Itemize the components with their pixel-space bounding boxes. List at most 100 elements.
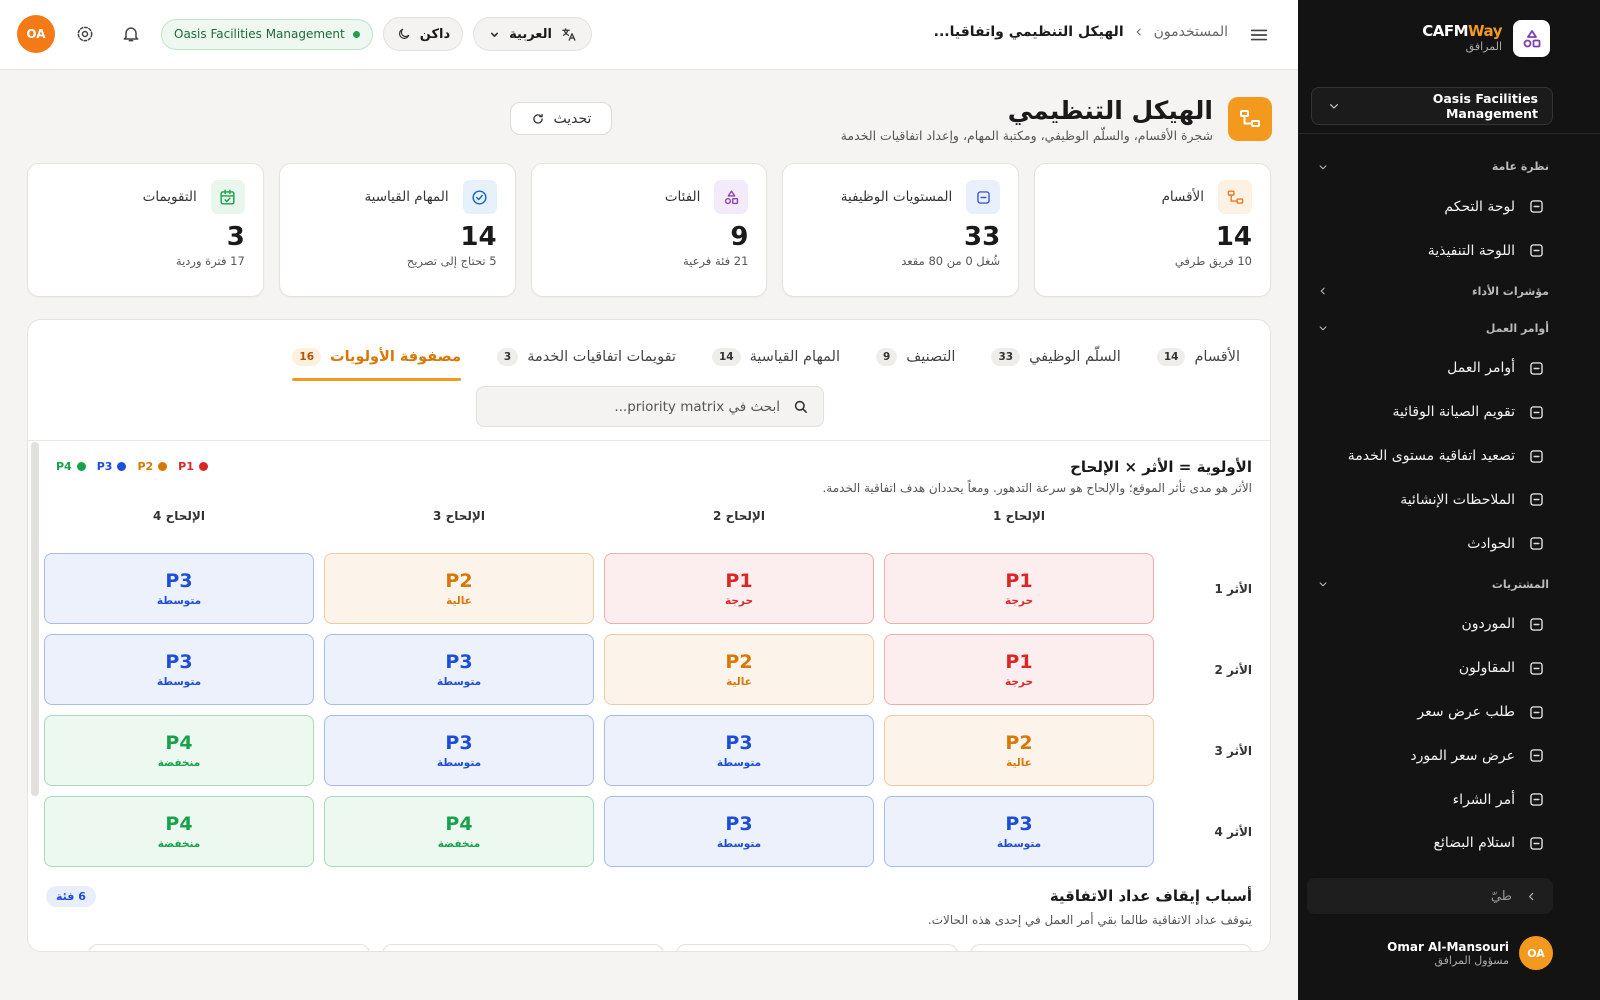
- cell-code: P3: [725, 813, 753, 835]
- matrix-cell: P1 حرجة: [884, 553, 1154, 624]
- theme-button[interactable]: داكن: [382, 17, 464, 51]
- refresh-button[interactable]: تحديث: [510, 102, 612, 135]
- notifications-button[interactable]: [121, 24, 141, 44]
- org-badge: Oasis Facilities Management: [161, 18, 373, 50]
- legend-item: P3: [97, 460, 127, 473]
- icon: [1530, 493, 1543, 507]
- tab[interactable]: تقويمات اتفاقيات الخدمة 3: [496, 335, 676, 379]
- pause-title: أسباب إيقاف عداد الاتفاقية: [1049, 887, 1252, 905]
- icon-part: [727, 189, 736, 197]
- icon: [1530, 837, 1543, 850]
- tab[interactable]: السلّم الوظيفي 33: [991, 335, 1121, 379]
- nav-label: عرض سعر المورد: [1410, 747, 1515, 764]
- breadcrumb-link[interactable]: المستخدمون: [1153, 24, 1228, 40]
- icon-part: [1530, 200, 1543, 214]
- tab-count: 14: [1156, 348, 1186, 366]
- pause-card: [970, 944, 1252, 951]
- org-selector[interactable]: Oasis Facilities Management: [1311, 87, 1553, 125]
- icon-part: [1319, 164, 1327, 169]
- tab[interactable]: المهام القياسية 14: [711, 335, 840, 379]
- icon: [724, 189, 739, 204]
- nav-item[interactable]: تصعيد اتفاقية مستوى الخدمة: [1298, 434, 1600, 478]
- icon: [1530, 406, 1543, 419]
- nav-label: استلام البضائع: [1433, 835, 1515, 852]
- matrix-heading: الأولوية = الأثر × الإلحاح الأثر هو مدى ت…: [822, 458, 1252, 495]
- icon-part: [562, 27, 576, 41]
- search-box[interactable]: ابحث في priority matrix...: [476, 386, 824, 427]
- icon: [1227, 189, 1243, 204]
- nav-item[interactable]: الموردون: [1298, 603, 1600, 647]
- tab[interactable]: مصفوفة الأولويات 16: [292, 335, 461, 381]
- stat-card: المهام القياسية 14 5 تحتاج إلى تصريح: [278, 163, 516, 297]
- icon: [1319, 164, 1327, 169]
- stat-label: الأقسام: [1161, 189, 1204, 205]
- search-placeholder: ابحث في priority matrix...: [614, 398, 780, 415]
- stat-head: المستويات الوظيفية: [801, 180, 1001, 214]
- settings-button[interactable]: [75, 24, 95, 44]
- nav-label: تصعيد اتفاقية مستوى الخدمة: [1347, 448, 1515, 465]
- stat-card: الفئات 9 21 فئة فرعية: [530, 163, 768, 297]
- icon: [794, 400, 807, 413]
- icon-part: [491, 32, 499, 37]
- icon: [1530, 749, 1543, 763]
- icon-part: [1530, 837, 1543, 850]
- nav-item[interactable]: الملاحظات الإنشائية: [1298, 478, 1600, 522]
- stat-label: المهام القياسية: [364, 189, 449, 205]
- brand: CAFMWay المرافق: [1422, 22, 1502, 53]
- divider: [1298, 133, 1600, 134]
- nav-item[interactable]: تقويم الصيانة الوقائية: [1298, 390, 1600, 434]
- top-actions: OA Oasis Facilities Management داكن العربية: [17, 15, 592, 53]
- icon-part: [1530, 749, 1543, 763]
- nav-item[interactable]: أمر الشراء: [1298, 778, 1600, 822]
- matrix-cell: P3 متوسطة: [884, 796, 1154, 867]
- nav-item[interactable]: طلب عرض سعر: [1298, 690, 1600, 734]
- panel: الأقسام 14 السلّم الوظيفي 33 التصنيف 9 المهام …: [27, 319, 1271, 952]
- icon-part: [1532, 39, 1540, 47]
- nav-section[interactable]: المشتريات: [1298, 566, 1600, 603]
- breadcrumb: المستخدمون الهيكل التنظيمي واتفاقيا...: [934, 24, 1228, 40]
- icon: [77, 26, 93, 42]
- user-role: مسؤول المرافق: [1434, 953, 1509, 967]
- cell-label: حرجة: [724, 595, 754, 607]
- legend-label: P4: [56, 460, 72, 473]
- cell-label: متوسطة: [716, 838, 762, 850]
- icon: [491, 32, 499, 37]
- menu-button[interactable]: [1248, 24, 1270, 50]
- language-button[interactable]: العربية: [473, 17, 592, 51]
- icon-part: [1530, 244, 1543, 257]
- tab[interactable]: التصنيف 9: [875, 335, 955, 379]
- nav-item[interactable]: عرض سعر المورد: [1298, 734, 1600, 778]
- stat-head: الأقسام: [1053, 180, 1252, 214]
- nav-label: طلب عرض سعر: [1417, 704, 1515, 721]
- section-title: مؤشرات الأداء: [1471, 284, 1549, 298]
- stat-value: 33: [964, 222, 1001, 252]
- cell-label: متوسطة: [156, 676, 202, 688]
- nav-item[interactable]: لوحة التحكم: [1298, 185, 1600, 229]
- stat-head: الفئات: [550, 180, 749, 214]
- section-title: أوامر العمل: [1485, 321, 1549, 335]
- nav-section[interactable]: مؤشرات الأداء: [1298, 273, 1600, 310]
- nav-section[interactable]: أوامر العمل: [1298, 310, 1600, 347]
- legend-dot: [158, 462, 168, 471]
- icon: [976, 190, 990, 204]
- tab-count: 33: [991, 348, 1021, 366]
- tab[interactable]: الأقسام 14: [1156, 335, 1240, 379]
- org-badge-label: Oasis Facilities Management: [174, 27, 345, 41]
- nav-section[interactable]: نظرة عامة: [1298, 148, 1600, 185]
- tab-label: الأقسام: [1194, 349, 1240, 365]
- tab-label: مصفوفة الأولويات: [330, 349, 461, 365]
- nav-item[interactable]: الحوادث: [1298, 522, 1600, 566]
- cell-label: حرجة: [1004, 595, 1034, 607]
- icon-part: [1523, 39, 1531, 47]
- nav-item[interactable]: استلام البضائع: [1298, 822, 1600, 865]
- legend-label: P2: [137, 460, 154, 473]
- avatar[interactable]: OA: [17, 15, 55, 53]
- nav-item[interactable]: أوامر العمل: [1298, 347, 1600, 391]
- stat-value: 9: [730, 222, 749, 252]
- nav-item[interactable]: اللوحة التنفيذية: [1298, 229, 1600, 273]
- nav-item[interactable]: المقاولون: [1298, 646, 1600, 690]
- icon: [1530, 705, 1543, 719]
- collapse-button[interactable]: طيّ: [1307, 878, 1553, 914]
- icon-part: [1530, 662, 1543, 675]
- icon: [1530, 537, 1543, 550]
